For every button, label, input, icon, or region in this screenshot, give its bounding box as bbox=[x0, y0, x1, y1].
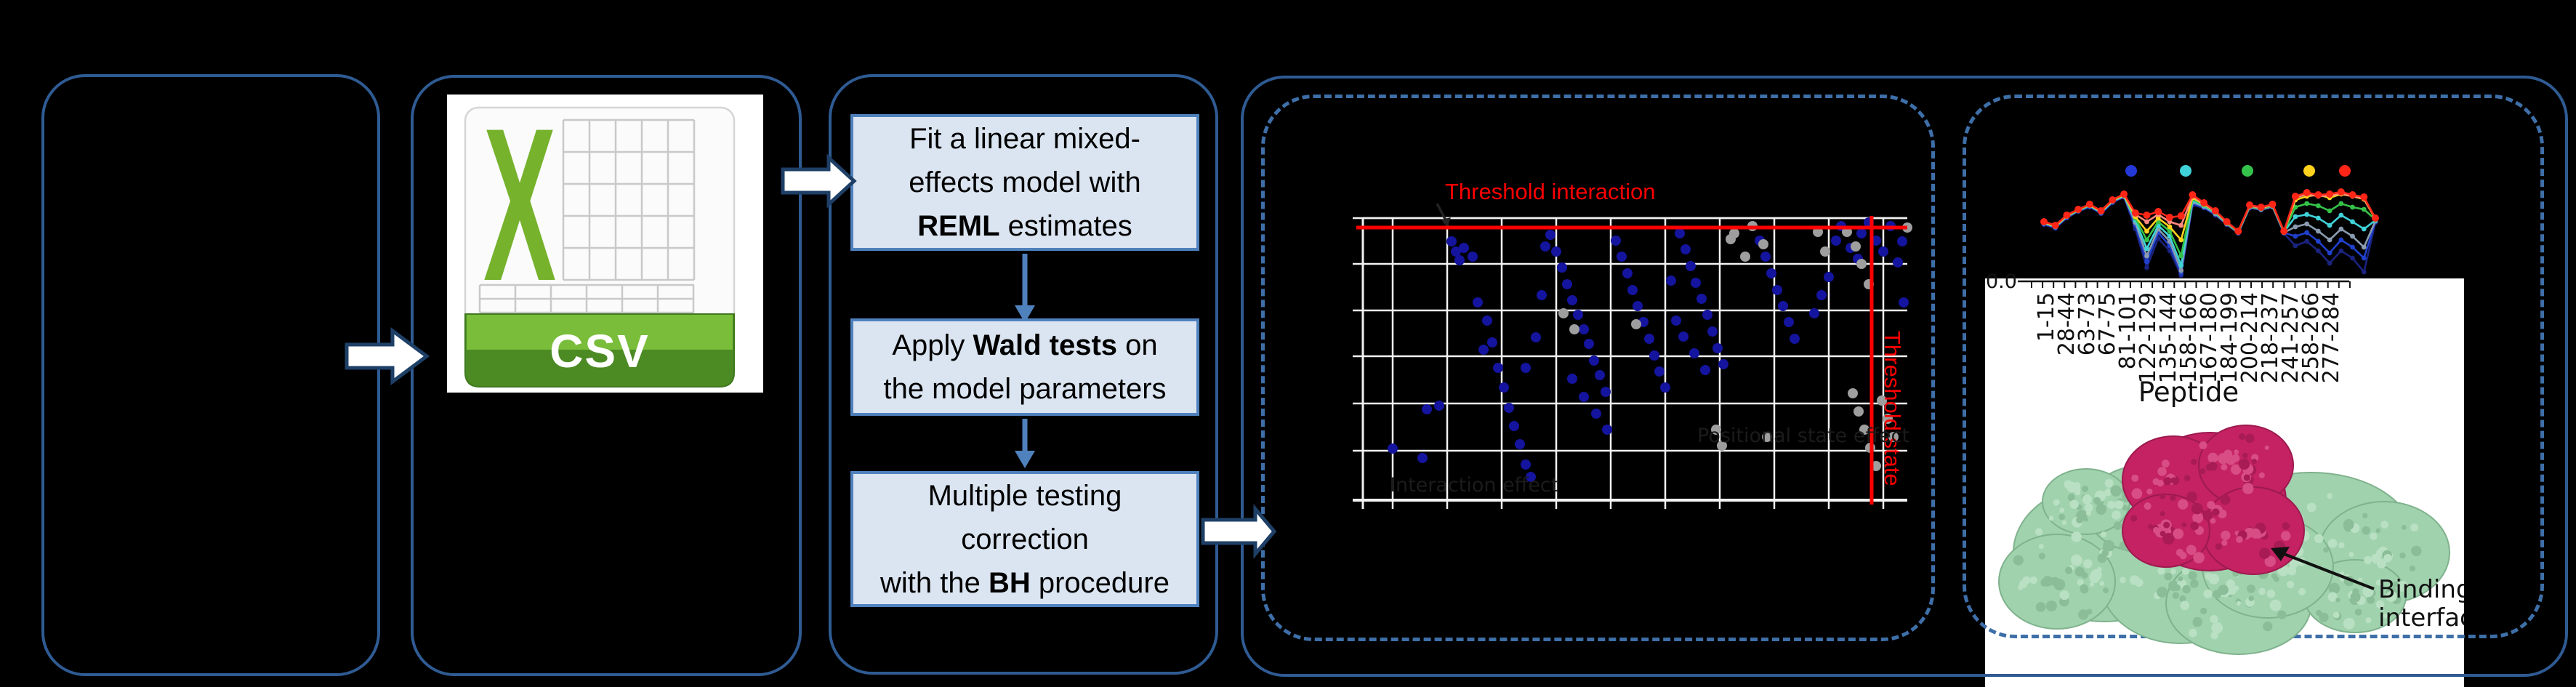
flow-step-2: Apply Wald tests onthe model parameters bbox=[850, 318, 1199, 416]
faint-axis-text-2: Interaction effect bbox=[1390, 474, 1558, 497]
peptide-y-tick-label: 0.0 bbox=[1986, 270, 2017, 293]
faint-axis-text-1: Positional state effect bbox=[1697, 425, 1909, 447]
dashed-box-scatter bbox=[1261, 95, 1935, 641]
binding-interface-line1: Binding bbox=[2378, 576, 2464, 604]
binding-interface-label: Binding interface bbox=[2378, 576, 2464, 632]
threshold-state-label: Threshold state bbox=[1879, 331, 1905, 486]
flow-step-line: the model parameters bbox=[883, 367, 1166, 411]
flow-step-line: with the BH procedure bbox=[880, 561, 1170, 605]
flow-step-line: correction bbox=[961, 518, 1089, 561]
workflow-figure: X CSV Fit a linear mixed-effects model w… bbox=[0, 0, 2576, 687]
peptide-axis-title: Peptide bbox=[2116, 377, 2261, 408]
csv-banner-label: CSV bbox=[465, 324, 734, 378]
flow-step-line: REML estimates bbox=[917, 204, 1132, 248]
flow-step-1: Fit a linear mixed-effects model withREM… bbox=[850, 114, 1199, 251]
flow-step-line: effects model with bbox=[909, 161, 1140, 204]
peptide-label-277-284: 277-284 bbox=[2319, 292, 2344, 383]
flow-step-3: Multiple testingcorrectionwith the BH pr… bbox=[850, 471, 1199, 607]
flow-step-line: Multiple testing bbox=[928, 474, 1122, 518]
flow-step-line: Fit a linear mixed- bbox=[909, 117, 1140, 161]
container-box-1 bbox=[41, 74, 380, 676]
threshold-interaction-label: Threshold interaction bbox=[1445, 179, 1656, 205]
binding-interface-line2: interface bbox=[2378, 604, 2464, 632]
flow-step-line: Apply Wald tests on bbox=[892, 324, 1157, 367]
